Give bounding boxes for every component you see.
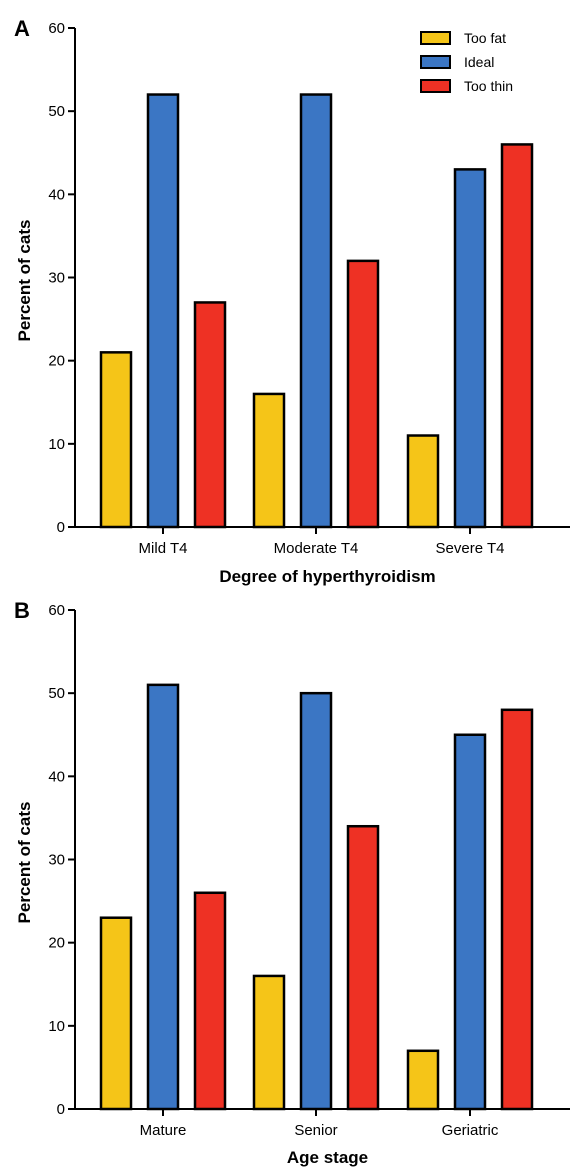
legend-label: Ideal [464,54,494,70]
chart-panel-b: B 0 10 20 30 40 50 60 Mature Senior Geriatric Age s… [14,598,570,1167]
legend-swatch-too-thin [420,79,451,93]
y-tick-label: 50 [48,103,65,120]
bar-too-thin-0 [193,301,227,529]
bar-too-fat-2 [406,1049,440,1111]
x-tick-label: Mild T4 [139,540,188,557]
bar-ideal-0 [146,93,180,529]
bar-too-fat-1 [252,974,286,1111]
bar-too-fat-2 [406,434,440,529]
y-tick-label: 50 [48,685,65,702]
x-axis-title: Age stage [287,1148,368,1167]
bar-too-thin-0 [193,891,227,1111]
legend-label: Too thin [464,78,513,94]
y-tick-label: 10 [48,436,65,453]
bar-ideal-1 [299,691,333,1111]
bar-ideal-2 [453,733,487,1111]
bar-too-fat-0 [99,351,133,529]
y-tick-label: 30 [48,852,65,869]
legend: Too fat Ideal Too thin [420,30,513,94]
y-axis-title: Percent of cats [15,802,34,924]
bar-too-thin-2 [500,143,534,529]
x-tick-label: Geriatric [442,1122,499,1139]
bar-ideal-1 [299,93,333,529]
bar-too-fat-1 [252,392,286,529]
chart-panel-a: A 0 10 20 30 40 50 60 Mild T4 Moderate T4 Severe T… [14,16,570,586]
y-tick-label: 20 [48,353,65,370]
x-axis-title: Degree of hyperthyroidism [219,567,435,586]
x-tick-label: Mature [140,1122,187,1139]
x-tick-label: Moderate T4 [274,540,359,557]
bar-too-thin-1 [346,824,380,1111]
bar-ideal-0 [146,683,180,1111]
y-tick-label: 0 [57,1101,65,1118]
y-tick-label: 0 [57,519,65,536]
bar-too-fat-0 [99,916,133,1111]
bar-too-thin-2 [500,708,534,1111]
y-tick-label: 20 [48,935,65,952]
panel-letter: B [14,598,30,623]
y-tick-label: 10 [48,1018,65,1035]
legend-swatch-too-fat [420,31,451,45]
bar-too-thin-1 [346,259,380,529]
y-tick-label: 40 [48,768,65,785]
y-tick-label: 30 [48,270,65,287]
panel-letter: A [14,16,30,41]
bar-ideal-2 [453,168,487,529]
y-tick-label: 60 [48,602,65,619]
x-tick-label: Severe T4 [436,540,505,557]
legend-swatch-ideal [420,55,451,69]
y-axis-title: Percent of cats [15,220,34,342]
x-tick-label: Senior [294,1122,337,1139]
y-tick-label: 60 [48,20,65,37]
y-tick-label: 40 [48,186,65,203]
legend-label: Too fat [464,30,506,46]
